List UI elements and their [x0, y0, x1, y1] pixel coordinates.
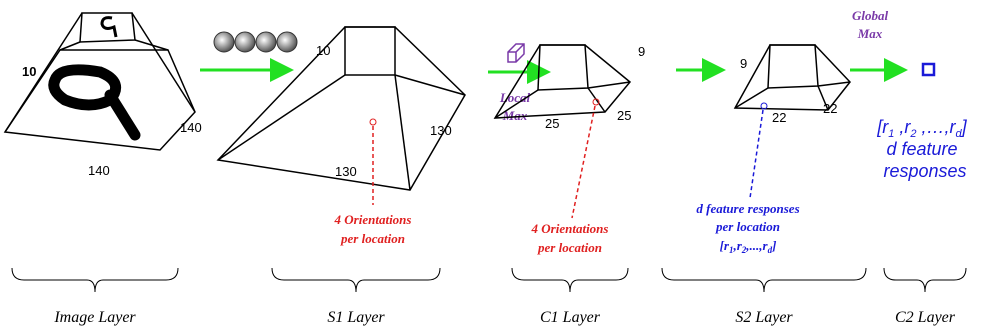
vector: [r1,r2,...,rd] [720, 238, 777, 255]
layer-label: C2 Layer [895, 309, 956, 326]
layer-label: Image Layer [53, 309, 136, 326]
vector: [r1 ,r2 ,…,rd] [876, 117, 967, 140]
c2-note: responses [883, 161, 966, 181]
image-pyramid [5, 13, 195, 150]
brace [884, 268, 966, 292]
brace [662, 268, 866, 292]
note: per location [340, 231, 405, 246]
depth-label: 10 [22, 64, 36, 79]
height-label: 140 [88, 163, 110, 178]
height-label: 25 [545, 116, 559, 131]
depth-label: 10 [316, 43, 330, 58]
note: per location [537, 240, 602, 255]
vector-part: ,…,r [917, 117, 957, 137]
orientation-balls [214, 32, 297, 52]
dashed-line [572, 106, 595, 218]
global-max: Global [852, 8, 889, 23]
vector-part: ,r [894, 117, 911, 137]
brace [272, 268, 440, 292]
note: d feature responses [696, 201, 799, 216]
depth-label: 9 [740, 56, 747, 71]
location-dot [370, 119, 376, 125]
vector-part: ] [960, 117, 968, 137]
dashed-line [750, 110, 763, 198]
brace [512, 268, 628, 292]
width-label: 130 [430, 123, 452, 138]
note: 4 Orientations [334, 212, 412, 227]
note: 4 Orientations [531, 221, 609, 236]
cube-icon [508, 44, 524, 62]
c2-unit [923, 64, 934, 75]
brace [12, 268, 178, 292]
note: per location [715, 219, 780, 234]
c2-note: d feature [886, 139, 957, 159]
diagram: 10 140 140 10 130 130 4 Orientations per… [0, 0, 983, 331]
layer-label: S1 Layer [327, 309, 385, 326]
vector-part: ] [771, 238, 776, 253]
global-max: Max [857, 26, 883, 41]
layer-label: C1 Layer [540, 309, 601, 326]
layer-label: S2 Layer [735, 309, 793, 326]
vector-part: ,...,r [745, 238, 768, 253]
width-label: 140 [180, 120, 202, 135]
width-label: 25 [617, 108, 631, 123]
height-label: 22 [823, 101, 837, 116]
height-label: 130 [335, 164, 357, 179]
depth-label: 9 [638, 44, 645, 59]
width-label: 22 [772, 110, 786, 125]
